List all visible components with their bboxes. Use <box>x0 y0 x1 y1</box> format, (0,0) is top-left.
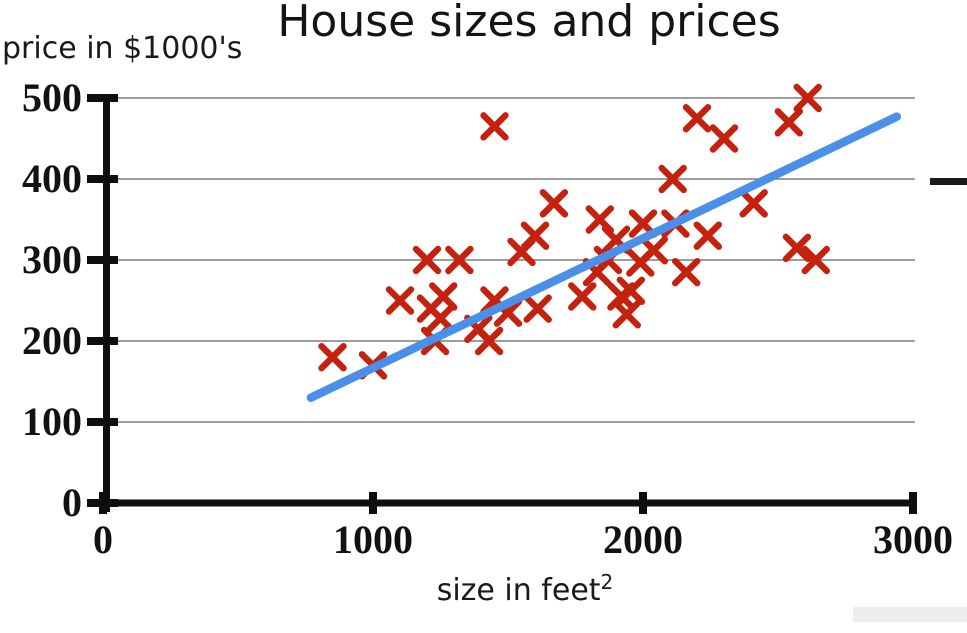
y-tick-500 <box>87 94 118 102</box>
data-point-x-marker <box>480 112 509 141</box>
x-marker-stroke <box>318 343 347 372</box>
data-point-x-marker <box>693 221 722 250</box>
x-tick-label-1000: 1000 <box>333 517 413 562</box>
data-point-x-marker <box>782 233 812 263</box>
x-tick-0 <box>99 492 107 514</box>
x-marker-stroke <box>639 236 668 265</box>
x-marker-stroke <box>658 164 687 194</box>
y-tick-label-400: 400 <box>22 156 82 201</box>
data-point-x-marker <box>672 257 701 287</box>
y-tick-100 <box>87 418 118 426</box>
video-frame-artifact <box>853 607 967 622</box>
x-marker-stroke <box>801 245 830 275</box>
data-point-x-marker <box>793 83 822 113</box>
x-marker-stroke <box>412 245 442 275</box>
data-point-x-marker <box>539 189 569 218</box>
x-axis-line <box>89 499 915 507</box>
x-tick-label-0: 0 <box>93 517 113 562</box>
chart-title: House sizes and prices <box>277 0 781 47</box>
x-marker-stroke <box>672 257 701 287</box>
x-marker-stroke <box>601 225 631 254</box>
y-axis-line <box>103 96 110 512</box>
data-point-x-marker <box>385 286 415 315</box>
x-tick-label-3000: 3000 <box>873 517 953 562</box>
data-point-x-marker <box>474 326 504 356</box>
x-marker-stroke <box>682 104 712 133</box>
y-tick-label-100: 100 <box>22 399 82 444</box>
data-point-x-marker <box>412 245 442 275</box>
x-marker-stroke <box>693 221 722 250</box>
x-marker-stroke <box>585 205 614 234</box>
x-marker-stroke <box>426 304 455 333</box>
y-axis-label: price in $1000's <box>2 31 243 66</box>
x-marker-stroke <box>568 282 597 311</box>
y-tick-label-300: 300 <box>22 237 82 282</box>
data-point-x-marker <box>612 300 641 329</box>
data-point-x-marker <box>520 221 550 250</box>
y-tick-400 <box>87 175 118 183</box>
x-marker-stroke <box>774 108 803 137</box>
x-axis-label-exponent: 2 <box>600 570 614 594</box>
data-point-x-marker <box>426 304 455 333</box>
data-point-x-marker <box>318 343 347 372</box>
x-axis-label-text: size in feet <box>436 573 601 608</box>
data-point-x-marker <box>739 189 768 218</box>
x-tick-2000 <box>639 492 647 514</box>
x-marker-stroke <box>520 221 550 250</box>
x-axis-label: size in feet2 <box>325 570 725 608</box>
data-point-x-marker <box>774 108 803 137</box>
data-point-x-marker <box>709 124 739 153</box>
x-marker-stroke <box>793 83 822 113</box>
data-point-x-marker <box>445 245 474 275</box>
data-point-x-marker <box>682 104 712 133</box>
y-tick-200 <box>87 337 118 345</box>
x-tick-label-2000: 2000 <box>603 517 683 562</box>
y-tick-label-0: 0 <box>62 480 82 525</box>
x-tick-3000 <box>909 492 917 514</box>
x-marker-stroke <box>628 209 658 238</box>
y-tick-label-200: 200 <box>22 318 82 363</box>
trend-line <box>306 112 902 402</box>
y-tick-300 <box>87 256 118 264</box>
x-marker-stroke <box>739 189 768 218</box>
data-point-x-marker <box>639 236 668 265</box>
data-point-x-marker <box>801 245 830 275</box>
data-point-x-marker <box>616 276 646 305</box>
data-point-x-marker <box>658 164 687 194</box>
x-marker-stroke <box>616 276 646 305</box>
x-marker-stroke <box>480 112 509 141</box>
data-point-x-marker <box>523 294 552 323</box>
x-marker-stroke <box>493 298 523 327</box>
x-marker-stroke <box>474 326 504 356</box>
x-marker-stroke <box>612 300 641 329</box>
y-tick-label-500: 500 <box>22 75 82 120</box>
x-tick-1000 <box>369 492 377 514</box>
data-point-x-marker <box>568 282 597 311</box>
x-marker-stroke <box>709 124 739 153</box>
x-marker-stroke <box>445 245 474 275</box>
x-marker-stroke <box>782 233 812 263</box>
x-marker-stroke <box>385 286 415 315</box>
x-marker-stroke <box>539 189 569 218</box>
x-marker-stroke <box>523 294 552 323</box>
